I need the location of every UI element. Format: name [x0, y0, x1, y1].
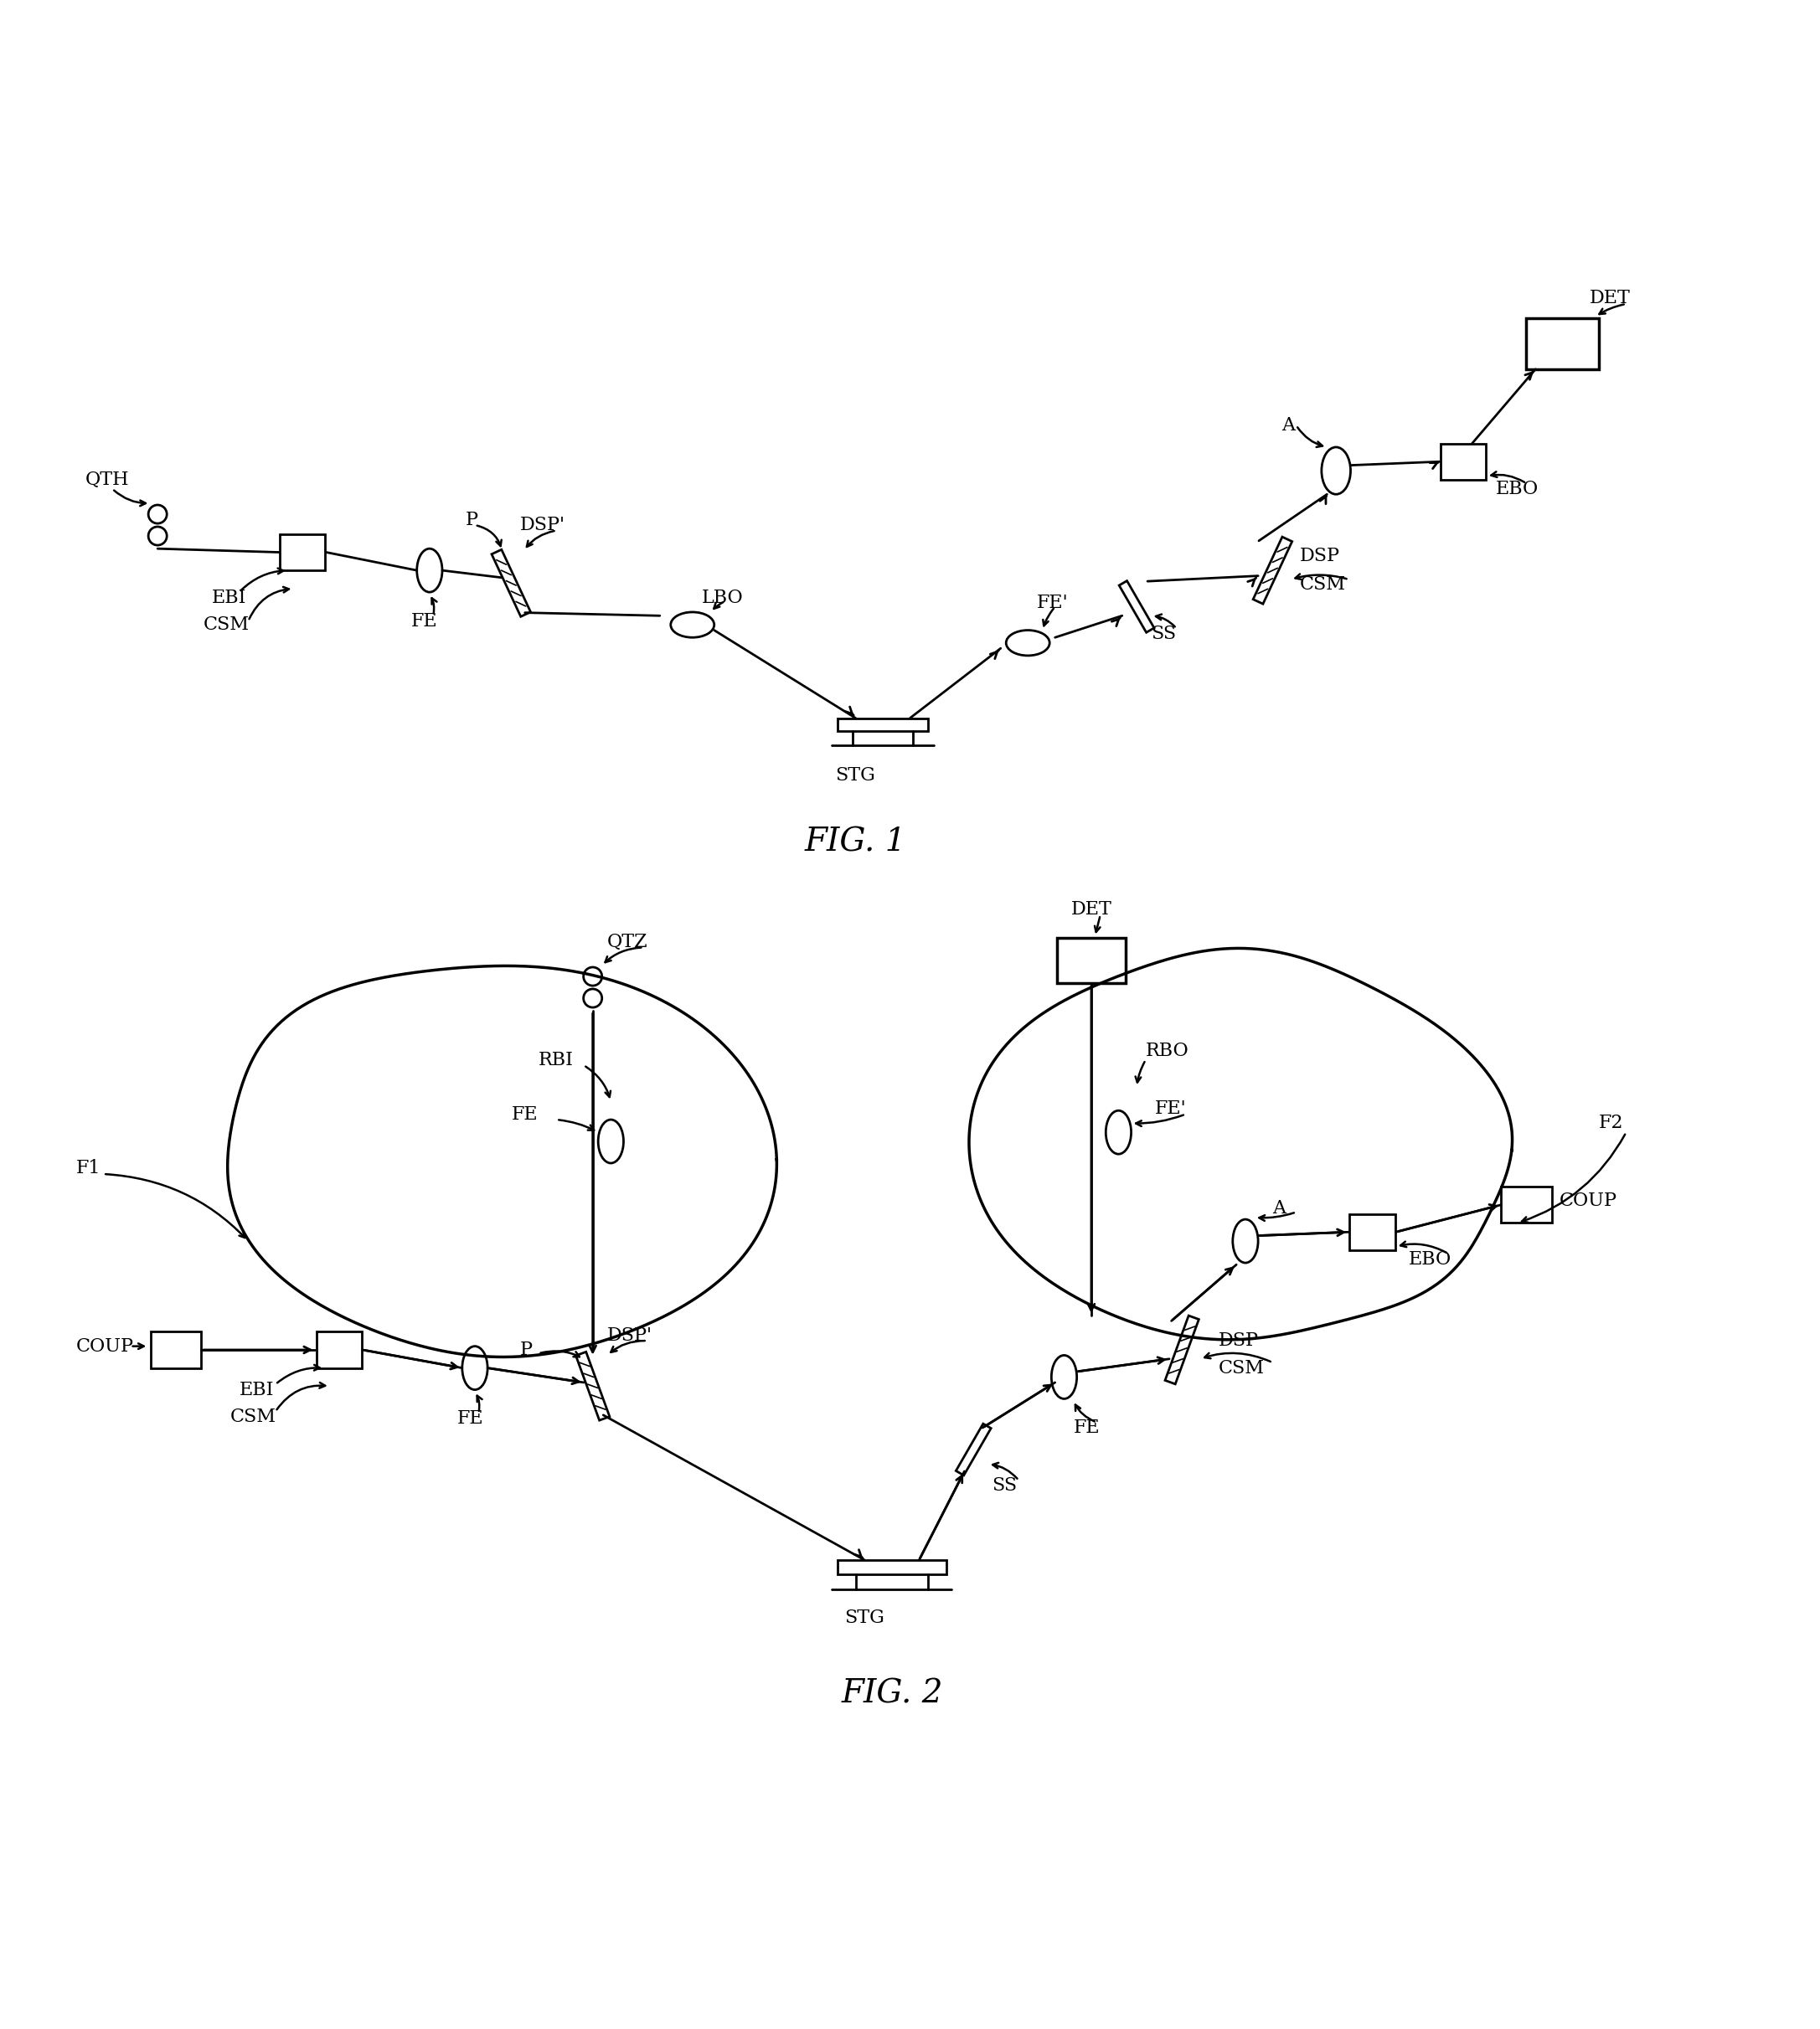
- Text: F1: F1: [76, 1159, 100, 1177]
- Text: FE: FE: [1074, 1418, 1099, 1437]
- Text: FE': FE': [1154, 1100, 1187, 1118]
- Text: P: P: [521, 1341, 533, 1359]
- Text: FIG. 1: FIG. 1: [804, 826, 906, 858]
- Text: STG: STG: [835, 767, 875, 785]
- Text: CSM: CSM: [1299, 576, 1345, 594]
- Text: EBI: EBI: [238, 1380, 275, 1398]
- Text: DSP: DSP: [1218, 1331, 1258, 1349]
- Polygon shape: [491, 550, 531, 617]
- Text: COUP: COUP: [1560, 1191, 1616, 1211]
- Text: DET: DET: [1591, 290, 1631, 308]
- Polygon shape: [1165, 1315, 1199, 1384]
- Text: LBO: LBO: [701, 588, 743, 607]
- Text: P: P: [466, 511, 479, 530]
- Text: FE: FE: [411, 613, 439, 631]
- Polygon shape: [1254, 538, 1292, 605]
- Bar: [837, 1560, 946, 1575]
- Text: DSP': DSP': [521, 515, 566, 534]
- Text: RBI: RBI: [539, 1051, 573, 1069]
- Bar: [837, 718, 928, 730]
- Text: EBO: EBO: [1409, 1250, 1452, 1268]
- Text: CSM: CSM: [229, 1408, 277, 1426]
- Text: CSM: CSM: [1218, 1359, 1265, 1378]
- Text: CSM: CSM: [202, 615, 249, 633]
- Polygon shape: [575, 1351, 610, 1420]
- Text: SS: SS: [992, 1477, 1017, 1495]
- Text: FE': FE': [1037, 594, 1068, 613]
- Text: DET: DET: [1070, 901, 1112, 919]
- Text: EBO: EBO: [1496, 479, 1538, 497]
- Text: QTH: QTH: [86, 471, 129, 489]
- Text: QTZ: QTZ: [608, 933, 648, 952]
- Text: A: A: [1281, 416, 1296, 434]
- Text: COUP: COUP: [76, 1337, 135, 1355]
- Text: STG: STG: [844, 1609, 885, 1627]
- Text: FIG. 2: FIG. 2: [841, 1678, 943, 1710]
- Text: SS: SS: [1150, 625, 1176, 643]
- Text: A: A: [1272, 1199, 1287, 1217]
- Text: RBO: RBO: [1147, 1041, 1188, 1059]
- Text: DSP': DSP': [608, 1327, 653, 1345]
- Text: F2: F2: [1600, 1114, 1623, 1132]
- Text: DSP: DSP: [1299, 546, 1340, 566]
- Text: EBI: EBI: [211, 588, 248, 607]
- Text: FE: FE: [457, 1410, 484, 1428]
- Text: FE: FE: [511, 1106, 537, 1124]
